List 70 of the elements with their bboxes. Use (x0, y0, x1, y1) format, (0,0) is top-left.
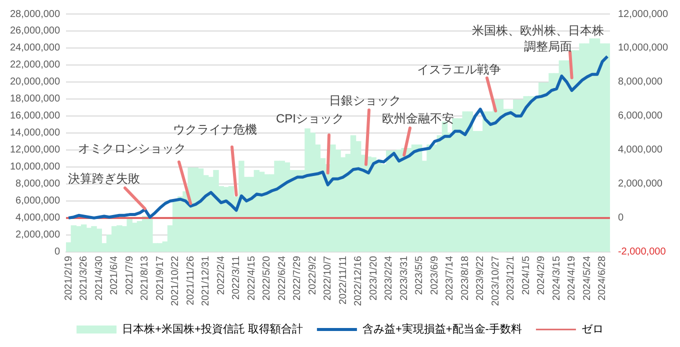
x-tick-label: 2023/12/1 (506, 256, 517, 300)
x-tick-label: 2021/6/4 (109, 256, 120, 295)
y-tick-label: 26,000,000 (10, 26, 60, 37)
y2-tick-label: -2,000,000 (618, 246, 666, 258)
y2-tick-label: 0 (618, 212, 624, 224)
y-tick-label: 28,000,000 (10, 8, 60, 20)
x-tick-label: 2022/9/2 (307, 256, 318, 295)
x-tick-label: 2024/4/19 (566, 256, 578, 300)
legend-label: 含み益+実現損益+配当金-手数料 (362, 322, 522, 336)
annotation: 米国株、欧州株、日本株調整局面 (472, 23, 604, 54)
y-tick-label: 22,000,000 (10, 60, 60, 71)
annotation: CPIショック (276, 111, 344, 126)
y2-tick-label: 10,000,000 (618, 42, 668, 54)
x-tick-label: 2022/3/11 (231, 256, 242, 300)
y2-tick-label: 2,000,000 (618, 178, 663, 190)
annotation: 日銀ショック (329, 93, 401, 108)
y-tick-label: 16,000,000 (10, 110, 60, 122)
legend-label: ゼロ (581, 324, 604, 336)
x-tick-label: 2023/2/24 (384, 256, 395, 300)
y2-tick-label: 6,000,000 (618, 110, 663, 122)
annotation: 決算跨ぎ失敗 (68, 171, 140, 186)
x-tick-label: 2024/1/5 (520, 256, 532, 295)
y-tick-label: 6,000,000 (16, 196, 60, 207)
legend-label: 日本株+米国株+投資信託 取得額合計 (122, 322, 303, 336)
y-tick-label: 8,000,000 (16, 178, 60, 190)
y-tick-label: 14,000,000 (10, 128, 60, 139)
x-tick-label: 2022/5/20 (262, 256, 273, 300)
y2-tick-label: 12,000,000 (618, 8, 668, 20)
x-tick-label: 2023/8/18 (460, 256, 471, 300)
x-tick-label: 2023/1/20 (368, 256, 380, 300)
annotation: ウクライナ危機 (173, 122, 257, 136)
y2-tick-label: 4,000,000 (618, 144, 663, 156)
y-tick-label: 0 (54, 246, 60, 258)
x-tick-label: 2023/5/5 (414, 256, 426, 295)
x-tick-label: 2024/5/24 (582, 256, 593, 300)
y-tick-label: 24,000,000 (10, 42, 60, 54)
x-tick-label: 2021/7/9 (124, 256, 136, 295)
x-tick-label: 2021/3/26 (78, 256, 90, 300)
x-tick-label: 2021/8/13 (140, 256, 151, 300)
x-tick-label: 2021/9/17 (154, 256, 166, 300)
x-tick-label: 2023/7/14 (444, 256, 456, 300)
x-tick-label: 2022/12/16 (353, 256, 364, 306)
x-tick-label: 2024/6/28 (597, 256, 608, 300)
x-tick-label: 2022/11/11 (338, 256, 349, 305)
y-tick-label: 20,000,000 (10, 76, 60, 88)
x-tick-label: 2021/4/30 (94, 256, 105, 300)
x-tick-label: 2023/10/27 (490, 256, 502, 306)
x-tick-label: 2021/11/26 (185, 256, 196, 306)
x-tick-label: 2022/4/15 (246, 256, 258, 300)
y-tick-label: 12,000,000 (10, 144, 60, 156)
x-tick-label: 2024/3/15 (551, 256, 562, 300)
x-tick-label: 2022/6/24 (276, 256, 288, 300)
annotation: オミクロンショック (78, 141, 186, 156)
y-tick-label: 10,000,000 (10, 162, 60, 173)
x-tick-label: 2022/2/4 (216, 256, 227, 295)
x-tick-label: 2022/7/29 (292, 256, 304, 300)
y2-tick-label: 8,000,000 (618, 76, 663, 88)
y-tick-label: 2,000,000 (16, 230, 60, 241)
y-tick-label: 18,000,000 (10, 94, 60, 105)
x-tick-label: 2022/10/7 (322, 256, 334, 300)
x-tick-label: 2023/3/31 (398, 256, 410, 300)
x-tick-label: 2024/2/9 (536, 256, 548, 295)
annotation: イスラエル戦争 (417, 62, 501, 76)
x-tick-label: 2023/6/9 (429, 256, 440, 295)
x-tick-label: 2021/10/22 (170, 256, 182, 306)
x-tick-label: 2021/2/19 (63, 256, 74, 300)
x-tick-label: 2021/12/31 (200, 256, 212, 306)
y-tick-label: 4,000,000 (16, 212, 60, 224)
x-tick-label: 2023/9/22 (475, 256, 486, 300)
annotation: 欧州金融不安 (382, 111, 454, 126)
